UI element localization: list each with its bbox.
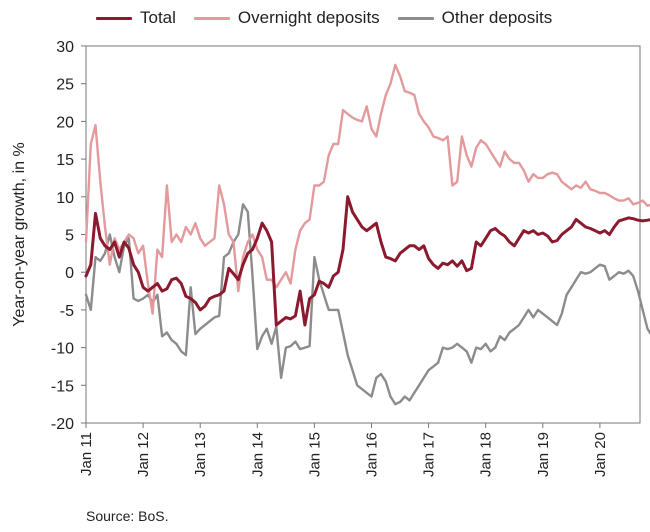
y-tick-label: 25 <box>56 77 74 94</box>
x-tick-label: Jan 20 <box>592 432 609 477</box>
x-tick-label: Jan 19 <box>535 432 552 477</box>
x-tick-label: Jan 15 <box>306 432 323 477</box>
y-tick-label: 10 <box>56 190 74 207</box>
y-axis-label: Year-on-year growth, in % <box>11 142 28 326</box>
x-tick-label: Jan 13 <box>192 432 209 477</box>
legend-swatch-other-deposits <box>397 16 434 20</box>
y-tick-label: -5 <box>60 303 74 320</box>
x-tick-label: Jan 18 <box>478 432 495 477</box>
x-tick-label: Jan 14 <box>249 432 266 477</box>
series-line-overnight-deposits <box>84 63 650 315</box>
chart-legend: Total Overnight deposits Other deposits <box>96 6 552 30</box>
x-tick-label: Jan 16 <box>364 432 381 477</box>
y-tick-label: 15 <box>56 152 74 169</box>
legend-item-total: Total <box>96 8 176 28</box>
plot-area-frame <box>85 45 641 424</box>
y-tick-label: 0 <box>65 265 74 282</box>
legend-label-total: Total <box>140 8 176 27</box>
x-tick-label: Jan 12 <box>135 432 152 477</box>
legend-swatch-total <box>96 16 132 20</box>
y-tick-label: -20 <box>51 416 74 433</box>
legend-item-other-deposits: Other deposits <box>397 8 553 28</box>
x-tick-label: Jan 17 <box>421 432 438 477</box>
y-tick-label: -15 <box>51 378 74 395</box>
y-tick-label: -10 <box>51 341 74 358</box>
legend-swatch-overnight-deposits <box>193 16 230 20</box>
series-line-total <box>84 195 650 327</box>
y-tick-label: 30 <box>56 39 74 56</box>
series-line-other-deposits <box>84 203 650 406</box>
source-note: Source: BoS. <box>86 508 169 524</box>
y-tick-label: 5 <box>65 228 74 245</box>
x-tick-label: Jan 11 <box>78 432 95 476</box>
legend-item-overnight-deposits: Overnight deposits <box>193 8 380 28</box>
legend-label-overnight-deposits: Overnight deposits <box>237 8 380 27</box>
y-tick-label: 20 <box>56 114 74 131</box>
legend-label-other-deposits: Other deposits <box>441 8 553 27</box>
